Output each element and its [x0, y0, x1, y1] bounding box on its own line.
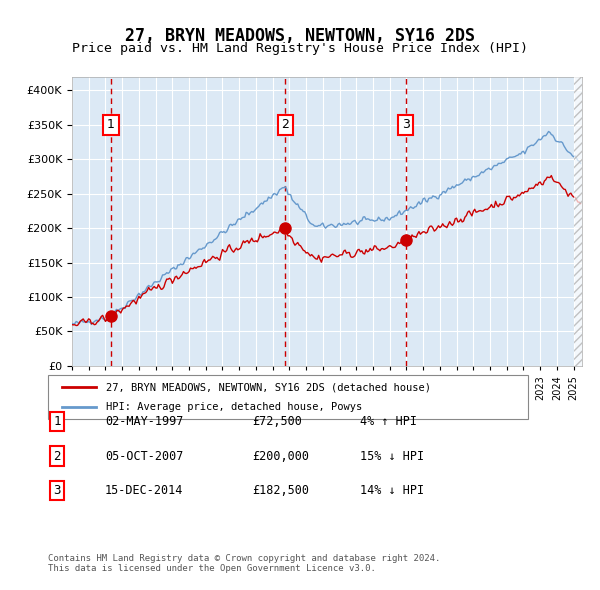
Text: £72,500: £72,500 [252, 415, 302, 428]
Text: 15% ↓ HPI: 15% ↓ HPI [360, 450, 424, 463]
Text: Contains HM Land Registry data © Crown copyright and database right 2024.
This d: Contains HM Land Registry data © Crown c… [48, 554, 440, 573]
Text: 14% ↓ HPI: 14% ↓ HPI [360, 484, 424, 497]
Text: Price paid vs. HM Land Registry's House Price Index (HPI): Price paid vs. HM Land Registry's House … [72, 42, 528, 55]
Text: 1: 1 [53, 415, 61, 428]
FancyBboxPatch shape [48, 375, 528, 419]
Text: £200,000: £200,000 [252, 450, 309, 463]
Text: 3: 3 [53, 484, 61, 497]
Text: 02-MAY-1997: 02-MAY-1997 [105, 415, 184, 428]
Text: 27, BRYN MEADOWS, NEWTOWN, SY16 2DS: 27, BRYN MEADOWS, NEWTOWN, SY16 2DS [125, 27, 475, 45]
Text: 05-OCT-2007: 05-OCT-2007 [105, 450, 184, 463]
Text: 4% ↑ HPI: 4% ↑ HPI [360, 415, 417, 428]
Text: £182,500: £182,500 [252, 484, 309, 497]
Text: 2: 2 [53, 450, 61, 463]
Text: 15-DEC-2014: 15-DEC-2014 [105, 484, 184, 497]
Text: 3: 3 [401, 119, 410, 132]
Text: 27, BRYN MEADOWS, NEWTOWN, SY16 2DS (detached house): 27, BRYN MEADOWS, NEWTOWN, SY16 2DS (det… [106, 382, 431, 392]
Text: HPI: Average price, detached house, Powys: HPI: Average price, detached house, Powy… [106, 402, 362, 411]
Polygon shape [574, 77, 582, 366]
Text: 2: 2 [281, 119, 289, 132]
Text: 1: 1 [107, 119, 115, 132]
